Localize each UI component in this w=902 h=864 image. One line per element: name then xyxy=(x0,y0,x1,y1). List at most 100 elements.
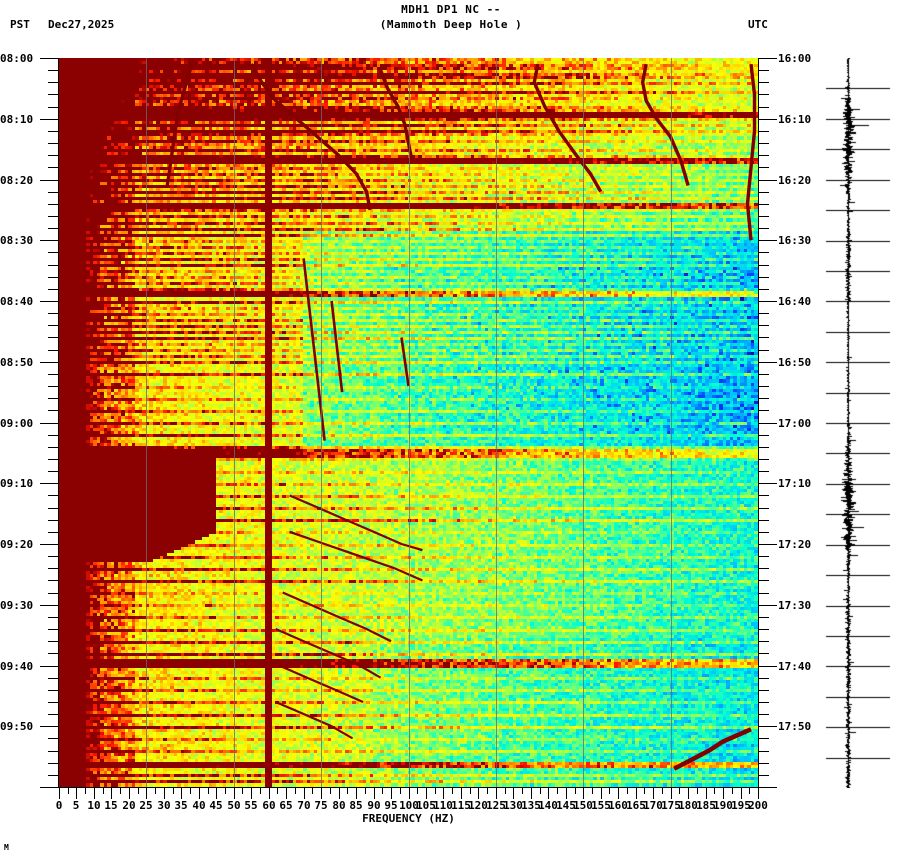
right-tick-minor xyxy=(759,617,769,618)
right-tick-minor xyxy=(759,325,769,326)
frequency-label: 65 xyxy=(279,799,293,812)
spectrogram-image[interactable] xyxy=(59,58,758,787)
frequency-label: 135 xyxy=(521,799,541,812)
left-tick-minor xyxy=(48,763,58,764)
left-tick-minor xyxy=(48,228,58,229)
freq-tick-minor xyxy=(662,788,663,794)
freq-tick-minor xyxy=(208,788,209,794)
frequency-label: 40 xyxy=(192,799,206,812)
freq-tick-minor xyxy=(68,788,69,794)
left-tick-minor xyxy=(48,167,58,168)
right-tick-minor xyxy=(759,520,769,521)
right-tick-minor xyxy=(759,738,769,739)
freq-tick-major xyxy=(111,788,112,799)
frequency-label: 0 xyxy=(55,799,63,812)
left-tick-minor xyxy=(48,313,58,314)
freq-tick-minor xyxy=(85,788,86,794)
frequency-label: 10 xyxy=(87,799,101,812)
right-tick-minor xyxy=(759,580,769,581)
left-tick-minor xyxy=(48,131,58,132)
right-time-label: 17:50 xyxy=(778,720,812,733)
freq-tick-major xyxy=(234,788,235,799)
freq-tick-major xyxy=(374,788,375,799)
right-tick-minor xyxy=(759,204,769,205)
freq-tick-minor xyxy=(120,788,121,794)
freq-tick-major xyxy=(199,788,200,799)
left-time-label: 08:20 xyxy=(0,174,34,187)
left-tick-minor xyxy=(48,714,58,715)
freq-tick-minor xyxy=(382,788,383,794)
left-tick-minor xyxy=(48,678,58,679)
freq-tick-minor xyxy=(295,788,296,794)
right-tick-minor xyxy=(759,350,769,351)
frequency-label: 150 xyxy=(573,799,593,812)
left-time-label: 08:30 xyxy=(0,234,34,247)
right-tick-minor xyxy=(759,313,769,314)
right-tick-minor xyxy=(759,447,769,448)
freq-tick-major xyxy=(304,788,305,799)
left-tick-minor xyxy=(48,252,58,253)
right-tick-minor xyxy=(759,155,769,156)
right-tick-minor xyxy=(759,702,769,703)
freq-tick-major xyxy=(321,788,322,799)
left-tick-minor xyxy=(48,580,58,581)
right-tick-minor xyxy=(759,143,769,144)
left-tick-minor xyxy=(48,386,58,387)
left-tick-major xyxy=(40,544,58,545)
right-tick-minor xyxy=(759,641,769,642)
freq-tick-minor xyxy=(190,788,191,794)
spectrogram-plot[interactable] xyxy=(59,58,758,787)
frequency-label: 180 xyxy=(678,799,698,812)
left-tick-minor xyxy=(48,216,58,217)
right-time-label: 16:30 xyxy=(778,234,812,247)
freq-tick-minor xyxy=(540,788,541,794)
right-tick-major xyxy=(759,666,777,667)
right-tick-major xyxy=(759,119,777,120)
freq-tick-minor xyxy=(470,788,471,794)
right-tick-minor xyxy=(759,471,769,472)
left-axis-line xyxy=(58,58,59,788)
frequency-label: 195 xyxy=(731,799,751,812)
frequency-label: 175 xyxy=(661,799,681,812)
left-tick-minor xyxy=(48,738,58,739)
left-time-label: 09:50 xyxy=(0,720,34,733)
frequency-label: 125 xyxy=(486,799,506,812)
right-tick-major xyxy=(759,240,777,241)
left-tick-minor xyxy=(48,520,58,521)
left-tick-minor xyxy=(48,337,58,338)
right-tick-major xyxy=(759,180,777,181)
right-tick-major xyxy=(759,726,777,727)
left-tick-minor xyxy=(48,435,58,436)
freq-tick-major xyxy=(723,788,724,799)
left-tick-major xyxy=(40,119,58,120)
freq-tick-major xyxy=(636,788,637,799)
frequency-label: 30 xyxy=(157,799,171,812)
frequency-label: 155 xyxy=(591,799,611,812)
freq-tick-major xyxy=(741,788,742,799)
left-tick-minor xyxy=(48,94,58,95)
freq-tick-minor xyxy=(138,788,139,794)
freq-tick-minor xyxy=(277,788,278,794)
freq-tick-minor xyxy=(103,788,104,794)
left-tick-minor xyxy=(48,374,58,375)
left-tick-major xyxy=(40,180,58,181)
freq-tick-major xyxy=(181,788,182,799)
right-tick-minor xyxy=(759,678,769,679)
freq-tick-major xyxy=(251,788,252,799)
left-tick-major xyxy=(40,666,58,667)
frequency-label: 20 xyxy=(122,799,136,812)
left-time-label: 09:00 xyxy=(0,417,34,430)
freq-tick-major xyxy=(356,788,357,799)
right-tick-minor xyxy=(759,94,769,95)
freq-tick-minor xyxy=(225,788,226,794)
left-tick-minor xyxy=(48,289,58,290)
freq-tick-minor xyxy=(679,788,680,794)
right-tick-minor xyxy=(759,556,769,557)
left-tick-minor xyxy=(48,447,58,448)
freq-tick-major xyxy=(706,788,707,799)
left-tick-minor xyxy=(48,751,58,752)
left-tick-minor xyxy=(48,70,58,71)
frequency-label: 60 xyxy=(262,799,276,812)
seismogram-trace[interactable] xyxy=(824,58,894,788)
frequency-label: 130 xyxy=(503,799,523,812)
